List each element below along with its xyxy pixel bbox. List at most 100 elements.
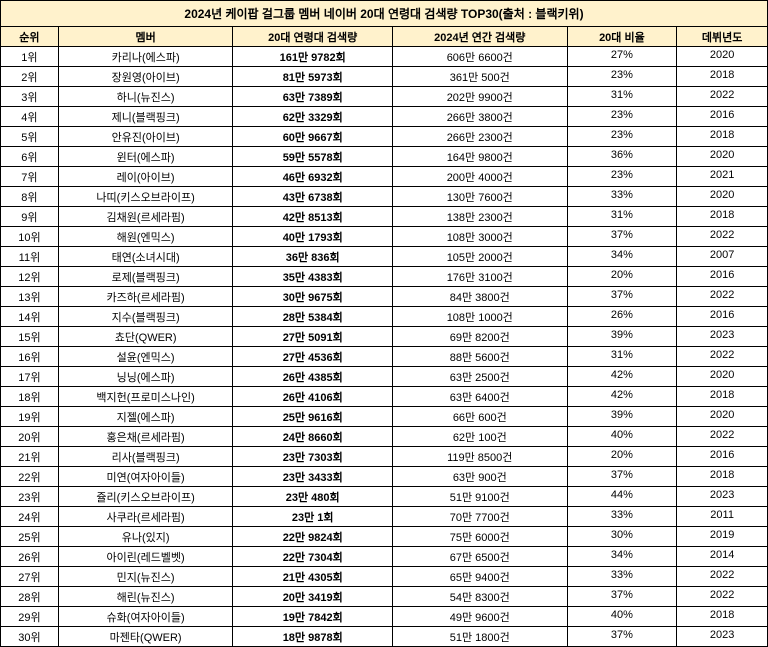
table-row: 7위레이(아이브)46만 6932회200만 4000건23%2021 bbox=[1, 167, 767, 187]
cell-member: 안유진(아이브) bbox=[59, 127, 234, 146]
cell-rank: 25위 bbox=[1, 527, 59, 546]
cell-rank: 14위 bbox=[1, 307, 59, 326]
cell-search-20s: 35만 4383회 bbox=[233, 267, 393, 286]
cell-debut-year: 2016 bbox=[677, 447, 767, 466]
cell-rank: 6위 bbox=[1, 147, 59, 166]
cell-member: 설윤(엔믹스) bbox=[59, 347, 234, 366]
cell-annual-search: 164만 9800건 bbox=[393, 147, 568, 166]
cell-annual-search: 606만 6600건 bbox=[393, 47, 568, 66]
cell-ratio-20s: 31% bbox=[568, 207, 678, 226]
table-row: 11위태연(소녀시대)36만 836회105만 2000건34%2007 bbox=[1, 247, 767, 267]
cell-search-20s: 62만 3329회 bbox=[233, 107, 393, 126]
cell-debut-year: 2022 bbox=[677, 227, 767, 246]
cell-rank: 5위 bbox=[1, 127, 59, 146]
cell-ratio-20s: 27% bbox=[568, 47, 678, 66]
table-row: 13위카즈하(르세라핌)30만 9675회84만 3800건37%2022 bbox=[1, 287, 767, 307]
cell-search-20s: 26만 4106회 bbox=[233, 387, 393, 406]
cell-search-20s: 46만 6932회 bbox=[233, 167, 393, 186]
cell-ratio-20s: 40% bbox=[568, 607, 678, 626]
cell-search-20s: 24만 8660회 bbox=[233, 427, 393, 446]
cell-member: 태연(소녀시대) bbox=[59, 247, 234, 266]
cell-debut-year: 2022 bbox=[677, 87, 767, 106]
cell-search-20s: 81만 5973회 bbox=[233, 67, 393, 86]
cell-debut-year: 2021 bbox=[677, 167, 767, 186]
cell-rank: 16위 bbox=[1, 347, 59, 366]
table-row: 22위미연(여자아이들)23만 3433회63만 900건37%2018 bbox=[1, 467, 767, 487]
table-row: 12위로제(블랙핑크)35만 4383회176만 3100건20%2016 bbox=[1, 267, 767, 287]
table-row: 4위제니(블랙핑크)62만 3329회266만 3800건23%2016 bbox=[1, 107, 767, 127]
cell-ratio-20s: 23% bbox=[568, 167, 678, 186]
cell-annual-search: 266만 3800건 bbox=[393, 107, 568, 126]
cell-rank: 21위 bbox=[1, 447, 59, 466]
cell-annual-search: 63만 6400건 bbox=[393, 387, 568, 406]
table-row: 19위지젤(에스파)25만 9616회66만 600건39%2020 bbox=[1, 407, 767, 427]
table-row: 21위리사(블랙핑크)23만 7303회119만 8500건20%2016 bbox=[1, 447, 767, 467]
cell-ratio-20s: 20% bbox=[568, 267, 678, 286]
cell-member: 윈터(에스파) bbox=[59, 147, 234, 166]
cell-search-20s: 23만 480회 bbox=[233, 487, 393, 506]
cell-debut-year: 2020 bbox=[677, 407, 767, 426]
cell-search-20s: 30만 9675회 bbox=[233, 287, 393, 306]
cell-member: 해린(뉴진스) bbox=[59, 587, 234, 606]
table-row: 15위쵸단(QWER)27만 5091회69만 8200건39%2023 bbox=[1, 327, 767, 347]
cell-annual-search: 63만 2500건 bbox=[393, 367, 568, 386]
cell-annual-search: 88만 5600건 bbox=[393, 347, 568, 366]
table-row: 1위카리나(에스파)161만 9782회606만 6600건27%2020 bbox=[1, 47, 767, 67]
table-row: 28위해린(뉴진스)20만 3419회54만 8300건37%2022 bbox=[1, 587, 767, 607]
cell-search-20s: 20만 3419회 bbox=[233, 587, 393, 606]
cell-debut-year: 2023 bbox=[677, 487, 767, 506]
table-row: 25위유나(있지)22만 9824회75만 6000건30%2019 bbox=[1, 527, 767, 547]
cell-rank: 24위 bbox=[1, 507, 59, 526]
cell-search-20s: 28만 5384회 bbox=[233, 307, 393, 326]
cell-ratio-20s: 34% bbox=[568, 547, 678, 566]
cell-annual-search: 138만 2300건 bbox=[393, 207, 568, 226]
cell-member: 슈화(여자아이들) bbox=[59, 607, 234, 626]
cell-debut-year: 2018 bbox=[677, 207, 767, 226]
cell-ratio-20s: 34% bbox=[568, 247, 678, 266]
cell-search-20s: 19만 7842회 bbox=[233, 607, 393, 626]
cell-rank: 17위 bbox=[1, 367, 59, 386]
cell-annual-search: 49만 9600건 bbox=[393, 607, 568, 626]
cell-member: 로제(블랙핑크) bbox=[59, 267, 234, 286]
search-rank-table: 2024년 케이팝 걸그룹 멤버 네이버 20대 연령대 검색량 TOP30(출… bbox=[0, 0, 768, 647]
table-row: 3위하니(뉴진스)63만 7389회202만 9900건31%2022 bbox=[1, 87, 767, 107]
cell-annual-search: 361만 500건 bbox=[393, 67, 568, 86]
cell-debut-year: 2022 bbox=[677, 587, 767, 606]
cell-rank: 9위 bbox=[1, 207, 59, 226]
cell-debut-year: 2018 bbox=[677, 467, 767, 486]
cell-rank: 19위 bbox=[1, 407, 59, 426]
cell-rank: 4위 bbox=[1, 107, 59, 126]
cell-debut-year: 2022 bbox=[677, 287, 767, 306]
cell-annual-search: 200만 4000건 bbox=[393, 167, 568, 186]
cell-search-20s: 22만 9824회 bbox=[233, 527, 393, 546]
cell-member: 리사(블랙핑크) bbox=[59, 447, 234, 466]
cell-rank: 22위 bbox=[1, 467, 59, 486]
cell-rank: 2위 bbox=[1, 67, 59, 86]
cell-annual-search: 130만 7600건 bbox=[393, 187, 568, 206]
cell-ratio-20s: 42% bbox=[568, 367, 678, 386]
cell-ratio-20s: 37% bbox=[568, 587, 678, 606]
cell-debut-year: 2016 bbox=[677, 107, 767, 126]
cell-debut-year: 2018 bbox=[677, 387, 767, 406]
cell-ratio-20s: 39% bbox=[568, 407, 678, 426]
cell-annual-search: 176만 3100건 bbox=[393, 267, 568, 286]
cell-rank: 23위 bbox=[1, 487, 59, 506]
cell-ratio-20s: 23% bbox=[568, 127, 678, 146]
table-row: 16위설윤(엔믹스)27만 4536회88만 5600건31%2022 bbox=[1, 347, 767, 367]
cell-search-20s: 43만 6738회 bbox=[233, 187, 393, 206]
cell-ratio-20s: 31% bbox=[568, 87, 678, 106]
table-title: 2024년 케이팝 걸그룹 멤버 네이버 20대 연령대 검색량 TOP30(출… bbox=[1, 1, 767, 27]
table-row: 8위나띠(키스오브라이프)43만 6738회130만 7600건33%2020 bbox=[1, 187, 767, 207]
table-row: 18위백지헌(프로미스나인)26만 4106회63만 6400건42%2018 bbox=[1, 387, 767, 407]
table-row: 5위안유진(아이브)60만 9667회266만 2300건23%2018 bbox=[1, 127, 767, 147]
cell-member: 카즈하(르세라핌) bbox=[59, 287, 234, 306]
cell-member: 유나(있지) bbox=[59, 527, 234, 546]
cell-search-20s: 60만 9667회 bbox=[233, 127, 393, 146]
table-row: 2위장원영(아이브)81만 5973회361만 500건23%2018 bbox=[1, 67, 767, 87]
cell-debut-year: 2011 bbox=[677, 507, 767, 526]
cell-ratio-20s: 26% bbox=[568, 307, 678, 326]
table-row: 26위아이린(레드벨벳)22만 7304회67만 6500건34%2014 bbox=[1, 547, 767, 567]
cell-search-20s: 63만 7389회 bbox=[233, 87, 393, 106]
cell-ratio-20s: 20% bbox=[568, 447, 678, 466]
cell-annual-search: 119만 8500건 bbox=[393, 447, 568, 466]
